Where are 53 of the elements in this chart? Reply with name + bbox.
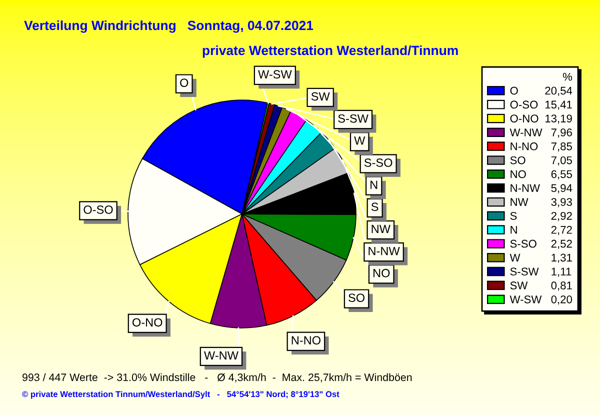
slice-label: S-SO [364,158,392,167]
data-label: 2,52 [551,240,572,249]
legend-label: SO [510,156,526,164]
chart-title: Verteilung Windrichtung Sonntag, 04.07.2021 [24,20,314,33]
legend-label: W-NW [510,128,542,136]
data-label: 15,41 [545,100,572,110]
slice-label: O-NO [132,318,162,327]
slice-label: O [180,78,188,87]
slice-label: N-NO [292,336,320,345]
data-label: 7,85 [551,142,572,152]
legend-label: O [510,86,518,95]
data-label: 6,55 [551,170,572,180]
data-label: 5,94 [551,184,572,194]
data-label: 1,31 [552,254,572,263]
legend-label: O-SO [510,100,538,109]
legend-label: W [510,254,520,262]
slice-label: O-SO [84,206,113,214]
slice-label: W-SW [258,70,292,79]
data-label: 0,20 [551,295,572,305]
legend-label: S [510,212,517,220]
legend-label: O-NO [510,114,538,122]
slice-label: SO [348,294,364,302]
slice-label: N [370,180,378,189]
legend-label: NW [510,198,528,206]
slice-label: NO [373,268,390,278]
data-label: 7,05 [551,156,572,166]
legend-label: N-NO [510,142,538,150]
data-label: 7,96 [551,128,572,138]
chart-subtitle: private Wetterstation Westerland/Tinnum [202,45,458,58]
data-label: 3,93 [551,198,572,208]
legend-label: NO [510,170,526,178]
data-label: 20,54 [545,86,572,96]
data-label: 2,72 [551,226,572,236]
slice-label: W-NW [204,351,238,360]
text: 993 / 447 Werte -> 31.0% Windstille - Ø 4,3km/h - Max. 25,7km/h = Windböen [22,373,412,382]
slice-label: N-NW [368,246,400,256]
legend-label: SW [510,282,528,290]
data-label: 13,19 [545,114,572,124]
legend-label: S-SO [510,240,536,248]
legend-title: % [562,72,572,81]
legend-label: W-SW [510,295,542,304]
legend-label: S-SW [510,268,539,276]
data-label: 2,92 [551,212,572,222]
slice-label: W [354,136,366,145]
slice-label: NW [372,224,390,233]
legend-label: N-NW [510,184,540,192]
data-label: 0,81 [551,282,572,291]
data-label: 1,11 [552,268,572,277]
slice-label: S-SW [338,114,368,123]
text: © private Wetterstation Tinnum/Westerland/Sylt - 54°54'13" Nord; 8°19'13" Ost [22,390,340,399]
legend-label: N [510,226,517,234]
slice-label: S [371,202,378,212]
slice-label: SW [311,92,330,101]
